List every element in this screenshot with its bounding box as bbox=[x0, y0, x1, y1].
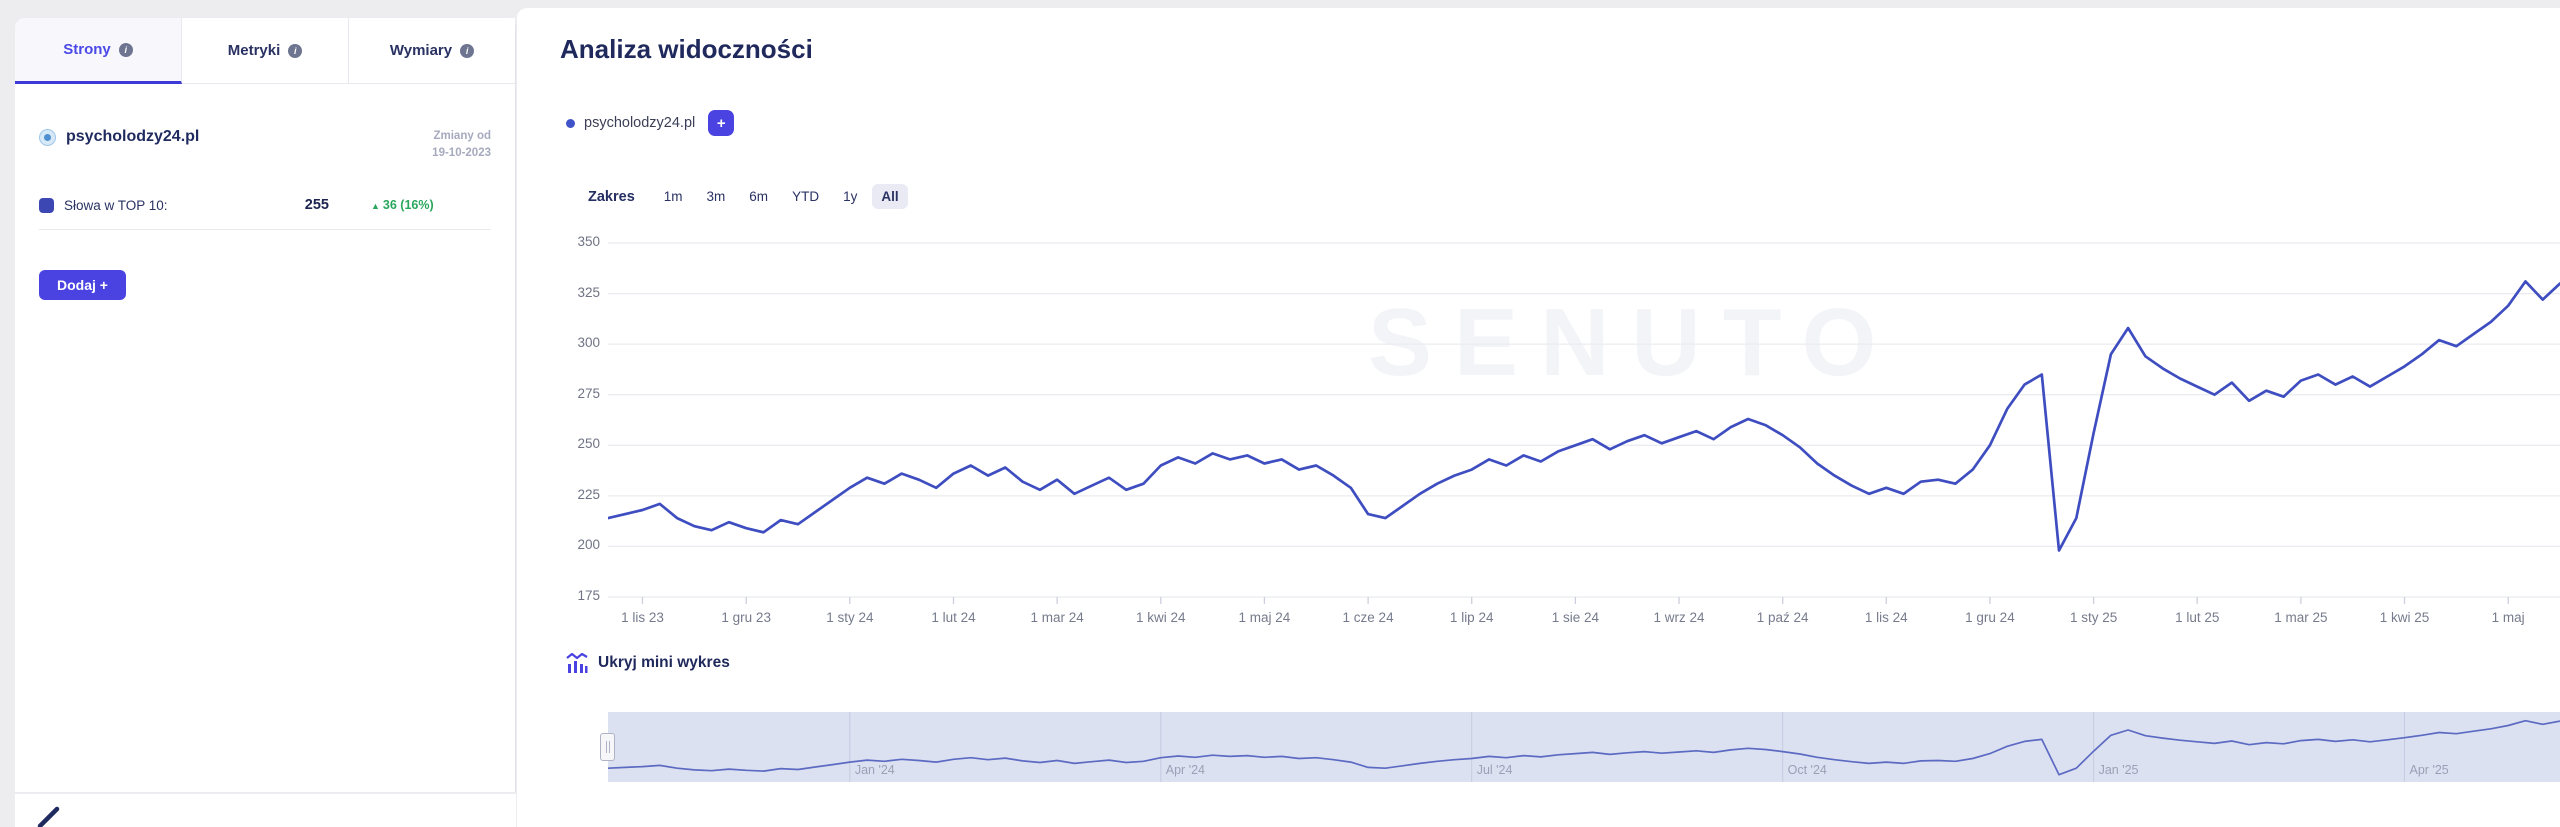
tab-metryki[interactable]: Metryki i bbox=[182, 18, 349, 84]
main-panel bbox=[517, 8, 2560, 827]
x-tick-label: 1 mar 25 bbox=[2274, 610, 2328, 625]
series-checkbox[interactable] bbox=[39, 197, 54, 213]
tab-strony-label: Strony bbox=[63, 41, 111, 58]
mini-chart-icon bbox=[566, 652, 588, 673]
x-tick-label: 1 gru 23 bbox=[721, 610, 771, 625]
y-tick-label: 225 bbox=[577, 486, 600, 502]
x-axis: 1 lis 23 1 gru 23 1 sty 24 1 lut 24 1 mar 24… bbox=[608, 610, 2560, 632]
add-domain-button[interactable]: + bbox=[708, 110, 735, 136]
changes-since-label: Zmiany od bbox=[433, 130, 491, 142]
navigator-tick-label: Jan '25 bbox=[2098, 763, 2139, 777]
x-tick-label: 1 maj 24 bbox=[1238, 610, 1291, 625]
visibility-chart-plot[interactable] bbox=[608, 236, 2560, 605]
y-tick-label: 325 bbox=[577, 284, 600, 300]
info-icon[interactable]: i bbox=[118, 42, 133, 57]
legend-domain-label: psycholodzy24.pl bbox=[584, 115, 696, 131]
x-tick-label: 1 wrz 24 bbox=[1653, 610, 1705, 625]
sidebar-bottom-section bbox=[15, 794, 516, 827]
toggle-mini-chart-label: Ukryj mini wykres bbox=[598, 654, 730, 671]
metric-delta-text: 36 (16%) bbox=[382, 198, 434, 213]
metric-delta: ▲ 36 (16%) bbox=[371, 198, 491, 212]
x-tick-label: 1 maj bbox=[2491, 610, 2525, 625]
x-tick-label: 1 gru 24 bbox=[1965, 610, 2015, 625]
x-tick-label: 1 cze 24 bbox=[1342, 610, 1394, 625]
navigator-tick-label: Apr '24 bbox=[1165, 763, 1205, 777]
senuto-watermark: SENUTO bbox=[1368, 289, 1899, 396]
x-tick-label: 1 lut 25 bbox=[2175, 610, 2220, 625]
x-tick-label: 1 lis 23 bbox=[621, 610, 664, 625]
x-tick-label: 1 sie 24 bbox=[1551, 610, 1600, 625]
chart-navigator[interactable]: Jan '24 Apr '24 Jul '24 Oct '24 Jan '25 Apr '… bbox=[600, 712, 2560, 782]
x-tick-label: 1 lis 24 bbox=[1864, 610, 1908, 625]
sidebar-card: Strony i Metryki i Wymiary i psycholodzy… bbox=[15, 18, 516, 792]
navigator-tick-label: Jul '24 bbox=[1476, 763, 1513, 777]
range-all[interactable]: All bbox=[872, 184, 908, 209]
tab-strony[interactable]: Strony i bbox=[15, 18, 182, 84]
x-tick-label: 1 paź 24 bbox=[1756, 610, 1809, 625]
navigator-svg bbox=[608, 712, 2560, 782]
navigator-tick-label: Jan '24 bbox=[854, 763, 895, 777]
y-tick-label: 350 bbox=[577, 234, 600, 249]
range-3m[interactable]: 3m bbox=[706, 189, 726, 204]
x-tick-label: 1 lip 24 bbox=[1449, 610, 1494, 625]
metric-label: Słowa w TOP 10: bbox=[64, 197, 168, 213]
x-tick-label: 1 mar 24 bbox=[1030, 610, 1084, 625]
tab-wymiary-label: Wymiary bbox=[389, 42, 453, 59]
range-selector: Zakres 1m 3m 6m YTD 1y All bbox=[588, 184, 908, 209]
series-dot-icon bbox=[566, 118, 575, 128]
x-tick-label: 1 lut 24 bbox=[931, 610, 976, 625]
y-tick-label: 250 bbox=[577, 436, 600, 452]
x-tick-label: 1 kwi 24 bbox=[1136, 610, 1186, 625]
domain-row: psycholodzy24.pl Zmiany od 19-10-2023 bbox=[39, 128, 491, 161]
y-tick-label: 200 bbox=[577, 537, 600, 553]
sidebar-tabs: Strony i Metryki i Wymiary i bbox=[15, 18, 515, 84]
range-1m[interactable]: 1m bbox=[663, 189, 683, 204]
y-tick-label: 175 bbox=[577, 588, 600, 603]
page-title: Analiza widoczności bbox=[560, 34, 813, 64]
range-label: Zakres bbox=[588, 188, 635, 205]
tab-wymiary[interactable]: Wymiary i bbox=[349, 18, 515, 84]
x-tick-label: 1 sty 25 bbox=[2069, 610, 2118, 625]
add-page-button[interactable]: Dodaj + bbox=[39, 270, 126, 301]
changes-since-date: 19-10-2023 bbox=[432, 146, 491, 159]
toggle-mini-chart[interactable]: Ukryj mini wykres bbox=[566, 652, 730, 674]
pencil-icon[interactable] bbox=[30, 803, 64, 827]
range-6m[interactable]: 6m bbox=[749, 189, 769, 204]
info-icon[interactable]: i bbox=[460, 43, 475, 58]
info-icon[interactable]: i bbox=[288, 43, 303, 58]
chart-svg bbox=[608, 242, 2560, 604]
navigator-handle[interactable] bbox=[600, 733, 615, 761]
domain-name: psycholodzy24.pl bbox=[66, 128, 200, 145]
tab-metryki-label: Metryki bbox=[227, 42, 281, 59]
range-1y[interactable]: 1y bbox=[843, 189, 858, 204]
domain-favicon-icon bbox=[39, 128, 56, 146]
metric-value: 255 bbox=[304, 197, 329, 214]
navigator-tick-label: Oct '24 bbox=[1787, 763, 1827, 777]
triangle-up-icon: ▲ bbox=[371, 201, 380, 212]
metric-row: Słowa w TOP 10: 255 ▲ 36 (16%) bbox=[39, 197, 491, 231]
y-tick-label: 275 bbox=[577, 385, 600, 401]
navigator-tick-label: Apr '25 bbox=[2409, 763, 2449, 777]
x-tick-label: 1 kwi 25 bbox=[2379, 610, 2430, 625]
x-tick-label: 1 sty 24 bbox=[826, 610, 874, 625]
range-ytd[interactable]: YTD bbox=[792, 189, 820, 204]
y-tick-label: 300 bbox=[577, 335, 600, 351]
chart-legend: psycholodzy24.pl + bbox=[566, 110, 735, 136]
changes-since: Zmiany od 19-10-2023 bbox=[432, 128, 491, 161]
